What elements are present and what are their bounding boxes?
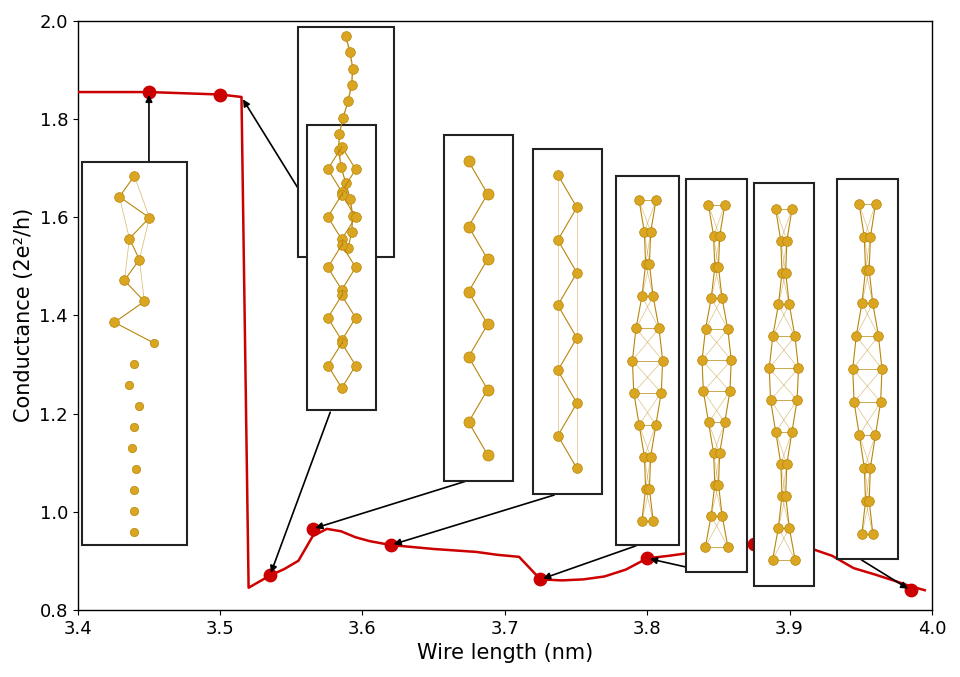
Point [305, 523, 321, 534]
Point [141, 87, 156, 97]
Point [383, 540, 398, 550]
Y-axis label: Conductance (2e²/h): Conductance (2e²/h) [13, 209, 34, 422]
Point [533, 574, 548, 585]
Point [639, 553, 655, 564]
X-axis label: Wire length (nm): Wire length (nm) [417, 643, 593, 663]
Point [746, 538, 761, 549]
Point [212, 89, 228, 100]
Point [262, 570, 277, 581]
Point [902, 585, 918, 596]
